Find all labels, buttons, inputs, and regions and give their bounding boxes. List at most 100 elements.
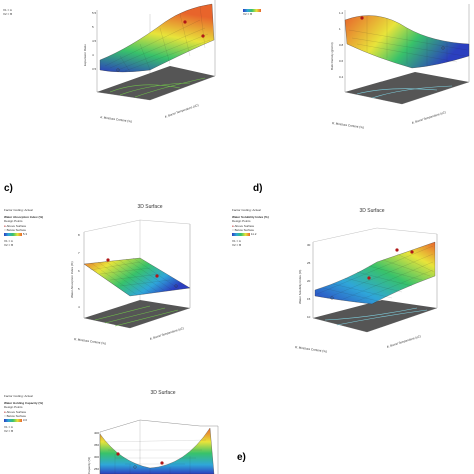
design-point — [441, 46, 445, 50]
x-axis-label: A: Moisture Content (%) — [100, 115, 132, 123]
above-surface-item: ● Above Surface — [4, 223, 27, 228]
svg-text:4: 4 — [92, 53, 94, 57]
svg-text:4: 4 — [78, 305, 80, 309]
design-points-label: Design Points — [232, 219, 251, 224]
y-axis-label: Water Absorption Index (%) — [70, 261, 74, 298]
y-axis-label: Bulk Density (g/cm3) — [330, 42, 334, 70]
y-axis-label: Water Solubility Index (%) — [298, 270, 302, 304]
svg-text:3.5: 3.5 — [92, 67, 97, 71]
below-surface-label: Below Surface — [234, 227, 254, 232]
below-surface-item: ○ Below Surface — [4, 413, 26, 418]
response-surface — [314, 241, 436, 305]
above-surface-item: ● Above Surface — [4, 409, 27, 414]
svg-text:5: 5 — [92, 25, 94, 29]
floor-plane — [84, 300, 190, 328]
panel-d-chart: 30 25 20 15 10 Water Solubility Index (%) B:… — [295, 227, 438, 353]
color-scale — [4, 418, 22, 422]
design-point — [174, 284, 178, 288]
legend-x1: X1 = A — [4, 239, 13, 244]
svg-text:4.5: 4.5 — [92, 39, 97, 43]
above-surface-label: Above Surface — [6, 409, 27, 414]
svg-text:300: 300 — [94, 455, 99, 459]
below-surface-label: Below Surface — [6, 413, 26, 418]
panel-a: X1 = A X2 = B 5.5 5 4.5 4 3.5 Expan — [0, 0, 237, 180]
scale-item: 3.0 — [4, 418, 43, 422]
panel-a-legend: X1 = A X2 = B — [3, 8, 12, 16]
scale-max: 11.2 — [250, 232, 257, 237]
y-axis-label: Expansion Ratio — [83, 44, 87, 66]
above-surface-label: Above Surface — [234, 223, 255, 228]
svg-text:7: 7 — [78, 251, 80, 255]
design-point — [160, 461, 164, 465]
design-point — [367, 276, 371, 280]
svg-text:400: 400 — [94, 431, 99, 435]
factor-coding: Factor Coding: Actual — [4, 208, 33, 212]
y-axis-label: Capacity (%) — [87, 457, 91, 474]
panel-e-chart: 400 350 300 250 Capacity (%) — [87, 419, 219, 474]
design-point — [395, 248, 399, 252]
svg-text:1: 1 — [339, 27, 341, 31]
below-surface-item: ○ Below Surface — [4, 227, 26, 232]
svg-text:20: 20 — [307, 279, 311, 283]
z-axis-label: A: Barrel Temperature (oC) — [411, 110, 446, 125]
z-axis-label: A: Barrel Temperature (oC) — [149, 326, 184, 341]
panel-d: d) Factor Coding: Actual Water Solubilit… — [232, 180, 474, 370]
factor-coding: Factor Coding: Actual — [232, 208, 261, 212]
panel-e: Factor Coding: Actual Water Holding Capa… — [0, 370, 474, 474]
panel-b: X1 = A X2 = B 1.210.80.60.4 Bulk Density… — [237, 0, 474, 180]
panel-e-legend: Factor Coding: Actual Water Holding Capa… — [4, 394, 43, 434]
scale-max: 5.3 — [22, 232, 28, 237]
design-points-label: Design Points — [4, 219, 23, 224]
response-name: Water Solubility Index (%) — [232, 215, 269, 220]
legend-x1: X1 = A — [4, 425, 13, 430]
legend-x2: X2 = B — [4, 429, 14, 434]
design-point — [116, 68, 120, 72]
design-point — [155, 274, 159, 278]
design-point — [116, 452, 120, 456]
below-surface-item: ○ Below Surface — [232, 227, 254, 232]
svg-text:5.5: 5.5 — [92, 11, 97, 15]
svg-text:5: 5 — [78, 287, 80, 291]
response-name: Water Holding Capacity (%) — [4, 401, 44, 406]
floor-plane — [313, 300, 437, 332]
legend-x2: X2 = B — [3, 12, 13, 17]
svg-text:6: 6 — [78, 269, 80, 273]
x-axis-label: B: Moisture Content (%) — [74, 337, 106, 345]
panel-c-letter: c) — [4, 183, 13, 194]
x-axis-label: B: Moisture Content (%) — [295, 345, 327, 353]
svg-text:15: 15 — [307, 297, 311, 301]
response-surface — [83, 257, 191, 297]
legend-x2: X2 = B — [243, 12, 253, 17]
panel-d-title: 3D Surface — [359, 208, 385, 214]
design-point — [183, 20, 187, 24]
svg-text:0.6: 0.6 — [339, 59, 344, 63]
scale-item: 5.3 — [4, 232, 43, 236]
panel-c-chart: 8 7 6 5 4 Water Absorption Index (%) B: Mois… — [70, 219, 191, 345]
x-axis-label: B: Moisture Content (%) — [332, 121, 364, 129]
svg-text:10: 10 — [307, 315, 311, 319]
svg-text:30: 30 — [307, 243, 311, 247]
panel-c-legend: Factor Coding: Actual Water Absorption I… — [4, 208, 43, 248]
design-point — [133, 465, 137, 469]
scale-max: 3.0 — [22, 418, 28, 423]
color-scale — [232, 232, 250, 236]
above-surface-label: Above Surface — [6, 223, 27, 228]
design-points-label: Design Points — [4, 405, 23, 410]
below-surface-label: Below Surface — [6, 227, 26, 232]
above-surface-item: ● Above Surface — [232, 223, 255, 228]
panel-c: c) Factor Coding: Actual Water Absorptio… — [0, 180, 237, 370]
panel-a-chart: 5.5 5 4.5 4 3.5 Expansion Ratio A: Moisture … — [83, 0, 216, 123]
floor-plane — [97, 66, 215, 100]
color-scale — [243, 2, 261, 20]
panel-e-letter: e) — [237, 452, 246, 463]
legend-x2: X2 = B — [232, 243, 242, 248]
svg-text:350: 350 — [94, 443, 99, 447]
legend-x1: X1 = A — [3, 8, 12, 12]
panel-b-chart: 1.2 1 0.8 0.6 0.4 Bulk Density (g/cm3) B: Mo… — [330, 4, 470, 129]
color-scale — [4, 232, 22, 236]
panel-d-legend: Factor Coding: Actual Water Solubility I… — [232, 208, 269, 248]
z-axis-label: A: Barrel Temperature (oC) — [386, 334, 421, 349]
legend-x1: X1 = A — [232, 239, 241, 244]
svg-text:0.4: 0.4 — [339, 75, 344, 79]
svg-text:25: 25 — [307, 261, 311, 265]
